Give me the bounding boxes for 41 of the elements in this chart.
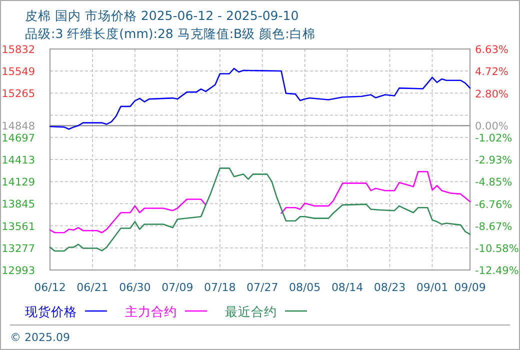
chart-subtitle: 品级:3 纤维长度(mm):28 马克隆值:B级 颜色:白棉 [25, 26, 316, 41]
x-tick-label: 06/12 [34, 281, 66, 294]
y-tick-label: 15549 [2, 66, 35, 78]
y-tick-label: 14848 [2, 120, 35, 133]
y2-tick-label: 2.80% [475, 88, 508, 100]
y2-tick-label: 0.00% [475, 120, 508, 133]
legend-label: 最近合约 [225, 304, 277, 319]
y2-tick-label: -1.02% [475, 132, 512, 144]
x-tick-label: 07/18 [204, 281, 236, 294]
line-series [49, 68, 471, 130]
y-tick-label: 13277 [2, 242, 35, 255]
y-tick-label: 14413 [2, 154, 35, 166]
x-tick-label: 07/09 [162, 281, 194, 294]
chart-title: 皮棉 国内 市场价格 2025-06-12 - 2025-09-10 [25, 8, 299, 23]
y-tick-label: 15265 [2, 88, 35, 100]
y-tick-label: 13561 [2, 220, 35, 233]
x-tick-label: 09/01 [416, 281, 448, 294]
x-tick-label: 08/23 [374, 281, 406, 294]
y2-tick-label: -10.58% [475, 242, 519, 255]
y2-tick-label: -4.85% [475, 176, 512, 189]
legend-label: 现货价格 [25, 304, 77, 319]
line-series [49, 168, 471, 252]
y2-tick-label: -8.67% [475, 220, 512, 233]
y-tick-label: 12993 [2, 265, 35, 277]
x-tick-label: 06/30 [119, 281, 151, 294]
legend-label: 主力合约 [125, 304, 177, 319]
y-tick-label: 14697 [2, 132, 35, 144]
y-tick-label: 13845 [2, 198, 35, 211]
x-tick-label: 08/14 [331, 281, 364, 294]
text: © 2025.09 [10, 331, 70, 344]
y2-tick-label: 6.63% [475, 44, 508, 56]
x-tick-label: 09/09 [454, 281, 486, 294]
y2-tick-label: -12.49% [475, 265, 519, 277]
y2-tick-label: -6.76% [475, 198, 512, 211]
y-tick-label: 15832 [2, 44, 35, 56]
x-tick-label: 07/27 [246, 281, 278, 294]
x-tick-label: 06/21 [76, 281, 108, 294]
y2-tick-label: -2.93% [475, 154, 512, 166]
x-tick-label: 08/05 [288, 281, 321, 294]
y-tick-label: 14129 [2, 176, 35, 189]
y2-tick-label: 4.72% [475, 66, 508, 78]
